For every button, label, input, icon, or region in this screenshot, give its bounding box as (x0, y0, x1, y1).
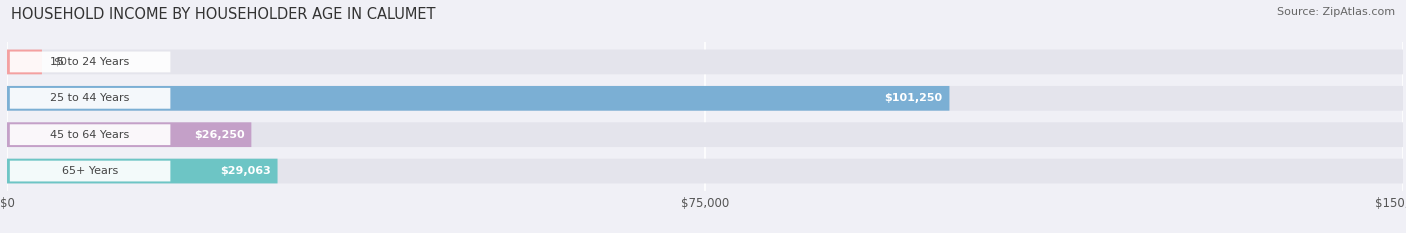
FancyBboxPatch shape (7, 50, 42, 74)
Text: $0: $0 (53, 57, 67, 67)
FancyBboxPatch shape (7, 159, 1403, 183)
FancyBboxPatch shape (7, 86, 1403, 111)
FancyBboxPatch shape (7, 86, 949, 111)
Text: 45 to 64 Years: 45 to 64 Years (51, 130, 129, 140)
FancyBboxPatch shape (10, 161, 170, 182)
Text: $29,063: $29,063 (219, 166, 270, 176)
FancyBboxPatch shape (7, 122, 1403, 147)
Text: HOUSEHOLD INCOME BY HOUSEHOLDER AGE IN CALUMET: HOUSEHOLD INCOME BY HOUSEHOLDER AGE IN C… (11, 7, 436, 22)
Text: 25 to 44 Years: 25 to 44 Years (51, 93, 129, 103)
Text: 65+ Years: 65+ Years (62, 166, 118, 176)
FancyBboxPatch shape (10, 88, 170, 109)
Text: $26,250: $26,250 (194, 130, 245, 140)
FancyBboxPatch shape (10, 51, 170, 72)
FancyBboxPatch shape (7, 50, 1403, 74)
FancyBboxPatch shape (7, 122, 252, 147)
Text: Source: ZipAtlas.com: Source: ZipAtlas.com (1277, 7, 1395, 17)
FancyBboxPatch shape (10, 124, 170, 145)
Text: $101,250: $101,250 (884, 93, 942, 103)
Text: 15 to 24 Years: 15 to 24 Years (51, 57, 129, 67)
FancyBboxPatch shape (7, 159, 277, 183)
